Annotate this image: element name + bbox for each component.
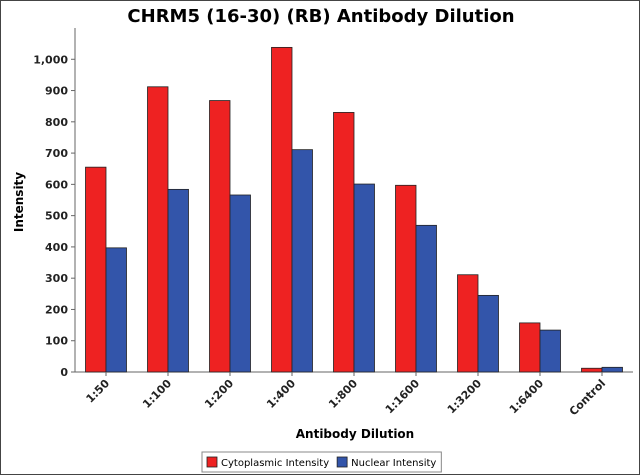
y-tick-label: 800 bbox=[45, 116, 68, 129]
y-tick-label: 500 bbox=[45, 210, 68, 223]
bar-cytoplasmic bbox=[519, 322, 541, 373]
bar-cytoplasmic bbox=[395, 184, 417, 373]
x-tick-label: 1:800 bbox=[326, 377, 360, 411]
x-tick-label: 1:400 bbox=[264, 377, 298, 411]
bar-cytoplasmic bbox=[85, 166, 107, 373]
legend-swatch bbox=[336, 456, 348, 468]
y-tick-label: 900 bbox=[45, 85, 68, 98]
bar-cytoplasmic bbox=[457, 274, 479, 373]
y-tick-label: 600 bbox=[45, 178, 68, 191]
y-tick-label: 400 bbox=[45, 241, 68, 254]
bar-nuclear bbox=[229, 194, 251, 373]
chart-title: CHRM5 (16-30) (RB) Antibody Dilution bbox=[127, 6, 514, 27]
legend-label: Cytoplasmic Intensity bbox=[221, 458, 329, 469]
bar-cytoplasmic bbox=[271, 46, 293, 373]
x-tick-label: 1:1600 bbox=[383, 377, 423, 417]
bar-nuclear bbox=[167, 188, 189, 373]
legend-swatch bbox=[206, 456, 218, 468]
legend-label: Nuclear Intensity bbox=[351, 458, 436, 469]
y-tick-label: 0 bbox=[60, 366, 68, 379]
bar-nuclear bbox=[601, 366, 623, 373]
bar-cytoplasmic bbox=[147, 86, 169, 373]
bar-nuclear bbox=[291, 149, 313, 373]
y-tick-label: 1,000 bbox=[33, 53, 68, 66]
y-tick-label: 200 bbox=[45, 303, 68, 316]
x-tick-label: 1:3200 bbox=[445, 377, 485, 417]
bar-cytoplasmic bbox=[209, 100, 231, 373]
y-axis-label: Intensity bbox=[12, 172, 26, 232]
x-tick-label: 1:100 bbox=[140, 377, 174, 411]
bar-nuclear bbox=[353, 183, 375, 373]
x-tick-label: 1:50 bbox=[84, 377, 113, 406]
bar-nuclear bbox=[105, 247, 127, 373]
y-tick-label: 700 bbox=[45, 147, 68, 160]
bar-nuclear bbox=[477, 294, 499, 373]
x-tick-label: Control bbox=[567, 377, 608, 418]
bar-nuclear bbox=[415, 224, 437, 373]
bar-nuclear bbox=[539, 329, 561, 373]
y-tick-label: 100 bbox=[45, 335, 68, 348]
x-tick-label: 1:200 bbox=[202, 377, 236, 411]
bar-cytoplasmic bbox=[333, 112, 355, 373]
legend-box bbox=[201, 451, 442, 473]
y-tick-label: 300 bbox=[45, 272, 68, 285]
bar-cytoplasmic bbox=[581, 367, 603, 373]
plot-area: 0 100 200 300 400 500 600 700 800 900 1,000 1:50 1:1… bbox=[33, 28, 633, 418]
x-axis-label: Antibody Dilution bbox=[296, 427, 414, 441]
x-tick-label: 1:6400 bbox=[507, 377, 547, 417]
legend: Cytoplasmic Intensity Nuclear Intensity bbox=[201, 451, 442, 473]
